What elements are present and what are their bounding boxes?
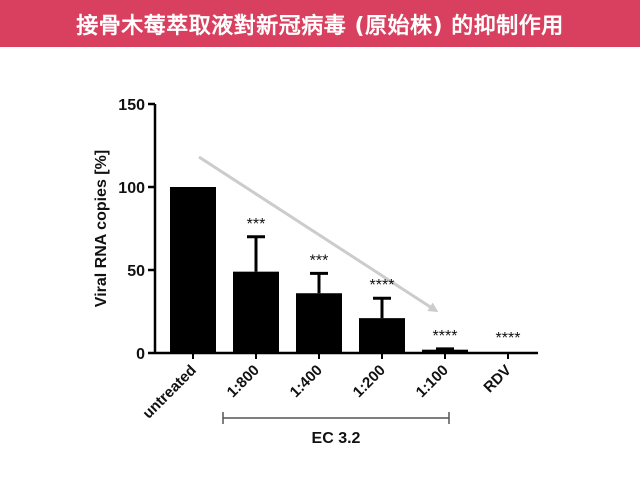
significance-label: *** xyxy=(247,216,266,233)
bar-1-800 xyxy=(233,271,279,353)
y-tick-label: 100 xyxy=(118,180,145,197)
bar-1-400 xyxy=(296,293,342,353)
bar-1-200 xyxy=(359,318,405,353)
y-tick-label: 150 xyxy=(118,97,145,114)
chart-title: 接骨木莓萃取液對新冠病毒 (原始株) 的抑制作用 xyxy=(76,13,564,39)
significance-label: **** xyxy=(370,277,395,294)
group-bracket-label: EC 3.2 xyxy=(312,430,361,447)
title-banner: 接骨木莓萃取液對新冠病毒 (原始株) 的抑制作用 xyxy=(0,0,640,47)
y-tick-label: 50 xyxy=(127,263,145,280)
significance-label: **** xyxy=(496,330,521,347)
x-tick-label: 1:800 xyxy=(224,362,263,401)
bar-1-100 xyxy=(422,349,468,353)
significance-label: *** xyxy=(310,252,329,269)
bar-chart: untreated *** 1:800 *** 1:400 **** 1:200 **** 1:… xyxy=(93,97,538,447)
x-tick-label: 1:200 xyxy=(350,362,389,401)
y-axis-label: Viral RNA copies [%] xyxy=(93,150,110,307)
trend-arrow xyxy=(198,155,439,313)
x-tick-label: untreated xyxy=(139,362,199,422)
x-tick-label: RDV xyxy=(480,362,514,396)
x-tick-label: 1:100 xyxy=(413,362,452,401)
y-tick-label: 0 xyxy=(136,346,145,363)
x-tick-label: 1:400 xyxy=(287,362,326,401)
significance-label: **** xyxy=(433,328,458,345)
bar-untreated xyxy=(170,187,216,353)
